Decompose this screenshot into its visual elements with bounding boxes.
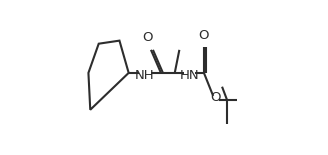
Text: O: O (211, 91, 221, 104)
Text: NH: NH (135, 69, 155, 82)
Text: O: O (198, 29, 209, 42)
Text: O: O (142, 31, 153, 44)
Text: HN: HN (179, 69, 199, 82)
